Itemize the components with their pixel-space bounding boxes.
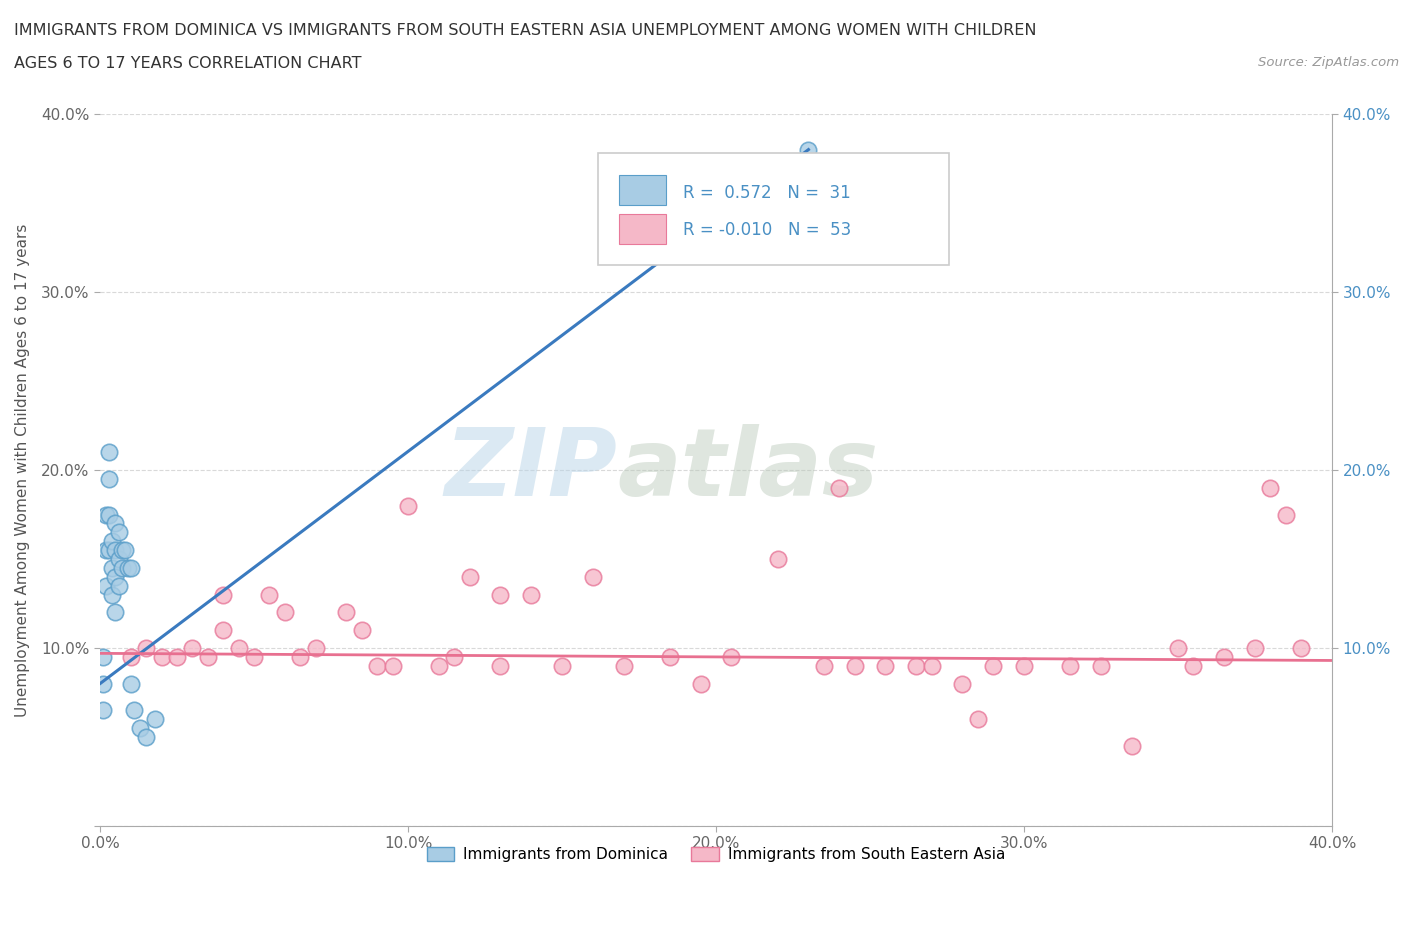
- Point: [122, 703, 145, 718]
- Point: [117, 561, 139, 576]
- Point: [290, 649, 312, 664]
- Point: [101, 561, 124, 576]
- Point: [1167, 641, 1189, 656]
- Point: [114, 543, 136, 558]
- Point: [107, 551, 129, 566]
- Text: Source: ZipAtlas.com: Source: ZipAtlas.com: [1258, 56, 1399, 69]
- Point: [145, 711, 167, 726]
- Point: [720, 649, 742, 664]
- Point: [1260, 481, 1282, 496]
- Point: [658, 649, 681, 664]
- Text: R =  0.572   N =  31: R = 0.572 N = 31: [683, 184, 851, 202]
- Point: [551, 658, 574, 673]
- Point: [366, 658, 388, 673]
- Point: [427, 658, 450, 673]
- Point: [1059, 658, 1081, 673]
- Point: [107, 525, 129, 539]
- Point: [110, 561, 132, 576]
- Point: [381, 658, 404, 673]
- Point: [120, 649, 142, 664]
- Point: [135, 641, 157, 656]
- Point: [520, 587, 543, 602]
- Point: [458, 569, 481, 584]
- Point: [96, 578, 118, 593]
- Point: [952, 676, 974, 691]
- Point: [197, 649, 219, 664]
- Point: [91, 703, 114, 718]
- Point: [489, 587, 512, 602]
- Point: [120, 676, 142, 691]
- Text: IMMIGRANTS FROM DOMINICA VS IMMIGRANTS FROM SOUTH EASTERN ASIA UNEMPLOYMENT AMON: IMMIGRANTS FROM DOMINICA VS IMMIGRANTS F…: [14, 23, 1036, 38]
- Point: [304, 641, 326, 656]
- Point: [766, 551, 789, 566]
- Point: [98, 507, 121, 522]
- Point: [1275, 507, 1298, 522]
- Point: [243, 649, 266, 664]
- Point: [98, 472, 121, 486]
- Point: [120, 561, 142, 576]
- Point: [98, 543, 121, 558]
- Point: [350, 623, 373, 638]
- Point: [110, 543, 132, 558]
- Point: [135, 729, 157, 744]
- Point: [844, 658, 866, 673]
- Point: [91, 676, 114, 691]
- Point: [981, 658, 1004, 673]
- Point: [98, 445, 121, 459]
- Point: [212, 623, 235, 638]
- Point: [96, 507, 118, 522]
- Point: [274, 605, 297, 620]
- Point: [91, 649, 114, 664]
- Point: [1291, 641, 1313, 656]
- Text: R = -0.010   N =  53: R = -0.010 N = 53: [683, 221, 852, 239]
- Point: [166, 649, 188, 664]
- Point: [966, 711, 988, 726]
- Point: [1121, 738, 1143, 753]
- Point: [129, 721, 152, 736]
- Legend: Immigrants from Dominica, Immigrants from South Eastern Asia: Immigrants from Dominica, Immigrants fro…: [420, 841, 1011, 869]
- Point: [101, 587, 124, 602]
- Point: [104, 605, 127, 620]
- Point: [396, 498, 419, 513]
- Point: [1090, 658, 1112, 673]
- Point: [104, 516, 127, 531]
- Point: [905, 658, 928, 673]
- Point: [96, 543, 118, 558]
- Text: AGES 6 TO 17 YEARS CORRELATION CHART: AGES 6 TO 17 YEARS CORRELATION CHART: [14, 56, 361, 71]
- Point: [150, 649, 173, 664]
- Text: atlas: atlas: [617, 424, 879, 516]
- Text: ZIP: ZIP: [444, 424, 617, 516]
- Point: [1244, 641, 1267, 656]
- Point: [613, 658, 636, 673]
- Point: [1012, 658, 1035, 673]
- Point: [104, 543, 127, 558]
- Point: [104, 569, 127, 584]
- Point: [489, 658, 512, 673]
- Point: [228, 641, 250, 656]
- Point: [259, 587, 281, 602]
- Point: [813, 658, 835, 673]
- Point: [335, 605, 357, 620]
- Point: [689, 676, 711, 691]
- Point: [1213, 649, 1236, 664]
- Y-axis label: Unemployment Among Women with Children Ages 6 to 17 years: Unemployment Among Women with Children A…: [15, 223, 30, 717]
- Point: [212, 587, 235, 602]
- Point: [1182, 658, 1205, 673]
- Point: [181, 641, 204, 656]
- Point: [797, 142, 820, 157]
- Point: [582, 569, 605, 584]
- Point: [443, 649, 465, 664]
- Point: [107, 578, 129, 593]
- Point: [828, 481, 851, 496]
- Point: [875, 658, 897, 673]
- Point: [921, 658, 943, 673]
- Point: [101, 534, 124, 549]
